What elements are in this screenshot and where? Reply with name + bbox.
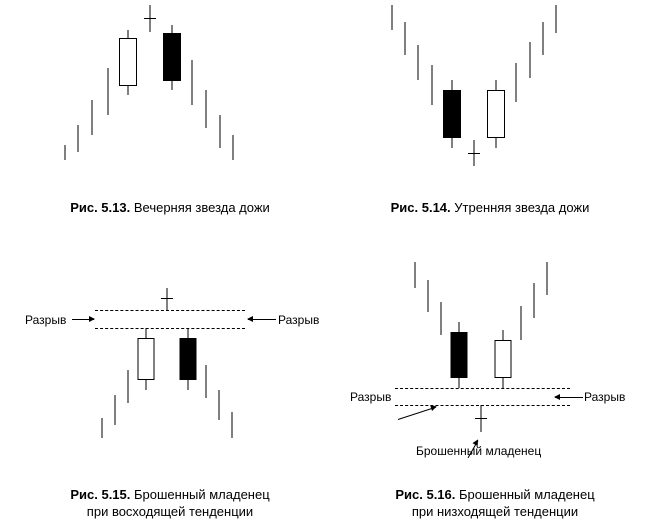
candle-wick	[415, 262, 416, 288]
doji-cross	[475, 418, 487, 419]
fignum-514: Рис. 5.14.	[391, 200, 451, 215]
fignum-516: Рис. 5.16.	[395, 487, 455, 502]
candle-wick	[167, 288, 168, 310]
gap-line-516-bottom	[395, 405, 570, 406]
candle-body-hollow	[487, 90, 505, 138]
arrow-515-right	[248, 319, 276, 320]
arrow-515-left	[72, 319, 94, 320]
candle-wick	[65, 145, 66, 160]
arrow-516-left	[398, 407, 436, 420]
doji-cross	[144, 18, 156, 19]
fignum-515: Рис. 5.15.	[70, 487, 130, 502]
caption-514: Рис. 5.14. Утренняя звезда дожи	[360, 200, 620, 217]
candle-body-hollow	[119, 38, 137, 86]
candle-wick	[220, 115, 221, 148]
figtitle-514: Утренняя звезда дожи	[454, 200, 589, 215]
figtitle-515-l2: при восходящей тенденции	[87, 504, 253, 519]
gap-label-516-right: Разрыв	[584, 390, 625, 404]
figtitle-513: Вечерняя звезда дожи	[134, 200, 270, 215]
candle-wick	[543, 22, 544, 55]
doji-cross	[161, 298, 173, 299]
candle-body-hollow	[495, 340, 512, 378]
gap-line-515-bottom	[95, 328, 245, 329]
candle-wick	[192, 60, 193, 105]
candle-wick	[92, 100, 93, 135]
gap-line-516-top	[395, 388, 570, 389]
figtitle-516-l1: Брошенный младенец	[459, 487, 595, 502]
candle-wick	[432, 65, 433, 105]
candle-wick	[102, 418, 103, 438]
candle-wick	[405, 22, 406, 55]
candle-body-filled	[180, 338, 197, 380]
candle-wick	[206, 90, 207, 128]
figtitle-515-l1: Брошенный младенец	[134, 487, 270, 502]
gap-label-515-left: Разрыв	[25, 313, 66, 327]
candle-wick	[233, 135, 234, 160]
candle-body-filled	[443, 90, 461, 138]
candle-wick	[418, 45, 419, 80]
doji-cross	[468, 153, 480, 154]
candle-wick	[128, 370, 129, 403]
candle-body-filled	[163, 33, 181, 81]
candle-wick	[108, 68, 109, 115]
candle-wick	[219, 390, 220, 420]
abandoned-baby-label-516: Брошенный младенец	[416, 444, 541, 458]
candle-wick	[534, 283, 535, 318]
fignum-513: Рис. 5.13.	[70, 200, 130, 215]
gap-line-515-top	[95, 310, 245, 311]
candle-wick	[441, 302, 442, 335]
candle-wick	[392, 5, 393, 30]
arrow-516-right	[555, 397, 583, 398]
figtitle-516-l2: при низходящей тенденции	[412, 504, 578, 519]
candle-wick	[115, 395, 116, 425]
candle-wick	[547, 262, 548, 295]
candle-body-hollow	[138, 338, 155, 380]
gap-label-515-right: Разрыв	[278, 313, 319, 327]
candle-body-filled	[451, 332, 468, 378]
candle-wick	[556, 5, 557, 33]
candle-wick	[428, 280, 429, 312]
caption-513: Рис. 5.13. Вечерняя звезда дожи	[40, 200, 300, 217]
candle-wick	[516, 63, 517, 102]
candle-wick	[78, 125, 79, 152]
caption-515: Рис. 5.15. Брошенный младенец при восход…	[40, 487, 300, 521]
candle-wick	[521, 306, 522, 340]
candle-wick	[530, 42, 531, 78]
candle-wick	[232, 412, 233, 438]
candle-wick	[206, 365, 207, 398]
caption-516: Рис. 5.16. Брошенный младенец при низход…	[360, 487, 630, 521]
gap-label-516-left: Разрыв	[350, 390, 391, 404]
